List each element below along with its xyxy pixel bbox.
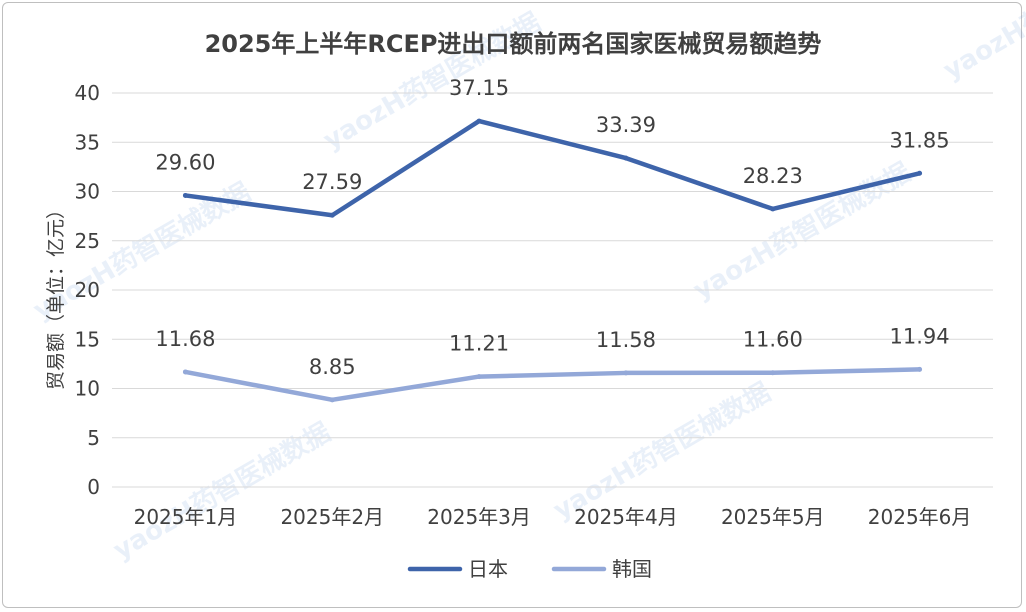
watermark-text: yaozH药智医械数据 <box>109 417 336 566</box>
series-line-2 <box>183 367 922 403</box>
legend-label-1: 日本 <box>468 557 508 581</box>
data-label: 37.15 <box>449 76 509 100</box>
series-layer <box>182 118 923 403</box>
data-label: 28.23 <box>743 164 803 188</box>
y-tick-label: 25 <box>75 229 100 253</box>
y-axis-ticks: 0 5 10 15 20 25 30 35 40 <box>75 81 100 499</box>
x-tick-label: 2025年6月 <box>868 505 972 529</box>
x-tick-label: 2025年2月 <box>280 505 384 529</box>
data-label: 29.60 <box>155 150 215 174</box>
data-point <box>770 370 776 376</box>
x-tick-label: 2025年4月 <box>574 505 678 529</box>
data-labels: 29.60 27.59 37.15 33.39 28.23 31.85 11.68 8.85 1… <box>155 76 949 379</box>
data-point <box>770 206 776 212</box>
x-axis-ticks: 2025年1月 2025年2月 2025年3月 2025年4月 2025年5月 2025年… <box>134 505 972 529</box>
data-point <box>917 366 923 372</box>
x-tick-label: 2025年3月 <box>427 505 531 529</box>
data-point <box>623 155 629 161</box>
data-label: 33.39 <box>596 113 656 137</box>
gridlines <box>112 92 993 488</box>
watermark-layer: yaozH药智医械数据yaozH药智医械数据yaozH药智医械数据yaozH药智… <box>29 0 1026 566</box>
x-tick-label: 2025年1月 <box>134 505 238 529</box>
data-label: 11.21 <box>449 332 509 356</box>
y-tick-label: 20 <box>75 278 100 302</box>
data-point <box>329 212 335 218</box>
y-axis-label: 贸易额（单位：亿元） <box>45 200 67 390</box>
data-label: 11.58 <box>596 328 656 352</box>
data-label: 11.68 <box>155 327 215 351</box>
data-label: 8.85 <box>309 355 356 379</box>
data-point <box>182 192 188 198</box>
y-tick-label: 15 <box>75 327 100 351</box>
data-label: 11.60 <box>743 328 803 352</box>
y-tick-label: 30 <box>75 180 100 204</box>
legend-label-2: 韩国 <box>612 557 652 581</box>
legend: 日本 韩国 <box>407 557 652 581</box>
y-tick-label: 40 <box>75 81 100 105</box>
data-label: 31.85 <box>890 128 950 152</box>
data-label: 27.59 <box>302 170 362 194</box>
data-point <box>182 369 188 375</box>
series-line-1 <box>183 118 922 218</box>
y-tick-label: 35 <box>75 130 100 154</box>
data-point <box>917 170 923 176</box>
data-point <box>623 370 629 376</box>
y-tick-label: 10 <box>75 377 100 401</box>
data-point <box>476 118 482 124</box>
data-point <box>476 374 482 380</box>
watermark-text: yaozH药智医械数据 <box>549 377 776 526</box>
x-tick-label: 2025年5月 <box>721 505 825 529</box>
watermark-text: yaozH药智医械数据 <box>939 0 1026 86</box>
data-label: 11.94 <box>890 324 950 348</box>
y-tick-label: 0 <box>87 475 100 499</box>
data-point <box>329 397 335 403</box>
y-tick-label: 5 <box>87 426 100 450</box>
chart-title: 2025年上半年RCEP进出口额前两名国家医械贸易额趋势 <box>205 30 822 58</box>
